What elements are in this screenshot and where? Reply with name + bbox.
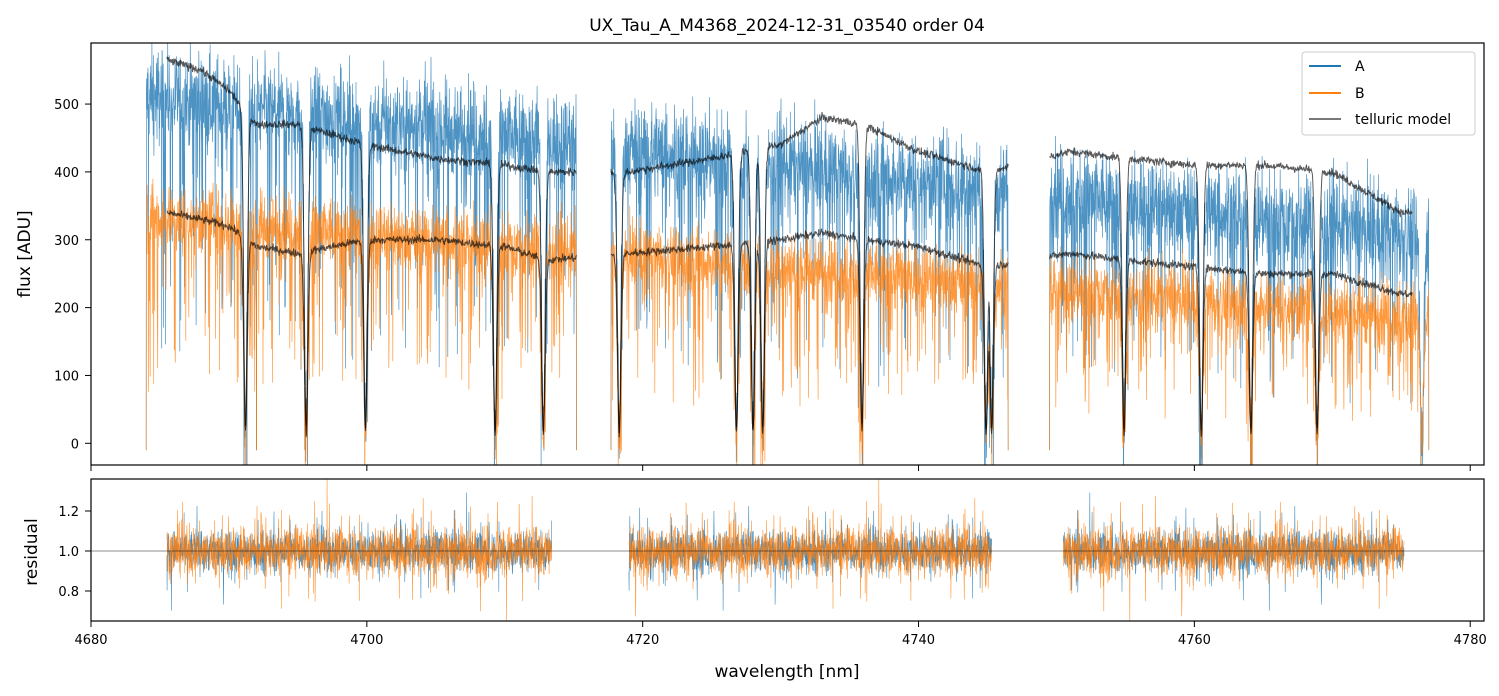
series-b-segment-1 bbox=[256, 186, 306, 451]
series-a bbox=[145, 43, 1430, 465]
legend-label-a: A bbox=[1355, 59, 1365, 75]
y-tick-label-flux: 0 bbox=[71, 437, 79, 452]
x-tick-label: 4760 bbox=[1178, 633, 1211, 648]
x-tick-label: 4740 bbox=[902, 633, 935, 648]
series-b-segment-4 bbox=[1049, 246, 1430, 465]
residual-panel: 0.8 1.0 1.2 4680 4700 4720 4740 4760 4780 residu… bbox=[22, 478, 1487, 682]
telluric-model-segment-1 bbox=[256, 119, 306, 349]
series-a-segment-3 bbox=[610, 96, 1009, 465]
y-tick-label-flux: 300 bbox=[54, 234, 79, 249]
residual-b-segment-2 bbox=[1063, 495, 1405, 621]
telluric-model-segment-1 bbox=[256, 243, 306, 386]
y-tick-label-flux: 400 bbox=[54, 166, 79, 181]
spectrum-panel: 0 100 200 300 400 500 flux [ADU] A B telluric… bbox=[15, 42, 1485, 471]
residual-series-b bbox=[166, 479, 1405, 621]
y-tick-label-residual: 1.0 bbox=[58, 545, 79, 560]
residual-axes-frame bbox=[90, 478, 1485, 622]
telluric-model-a bbox=[166, 56, 1413, 434]
telluric-model-segment-4 bbox=[1049, 147, 1413, 431]
y-axis-label-residual: residual bbox=[22, 518, 42, 585]
telluric-model-segment-0 bbox=[166, 209, 257, 431]
x-tick-label: 4780 bbox=[1454, 633, 1487, 648]
y-tick-label-flux: 100 bbox=[54, 369, 79, 384]
telluric-model-segment-2 bbox=[304, 126, 577, 432]
residual-b-segment-1 bbox=[628, 479, 992, 617]
legend-box bbox=[1301, 51, 1476, 136]
x-axis-label-wavelength: wavelength [nm] bbox=[714, 662, 859, 682]
series-b-segment-0 bbox=[145, 178, 257, 465]
y-tick-label-residual: 0.8 bbox=[58, 585, 79, 600]
legend: A B telluric model bbox=[1301, 51, 1476, 136]
y-axis-label-flux: flux [ADU] bbox=[15, 210, 35, 297]
y-tick-label-flux: 500 bbox=[54, 98, 79, 113]
residual-b-segment-0 bbox=[166, 479, 552, 621]
telluric-model-segment-2 bbox=[304, 234, 577, 438]
y-tick-label-residual: 1.2 bbox=[58, 505, 79, 520]
series-b-segment-3 bbox=[610, 205, 1009, 465]
series-b bbox=[145, 178, 1430, 465]
telluric-model-segment-4 bbox=[1049, 250, 1413, 437]
spectrum-axes-frame bbox=[90, 42, 1485, 466]
x-tick-label: 4700 bbox=[350, 633, 383, 648]
series-a-segment-4 bbox=[1049, 135, 1430, 465]
x-tick-label: 4680 bbox=[74, 633, 107, 648]
telluric-model-segment-3 bbox=[610, 228, 1009, 438]
series-a-segment-2 bbox=[304, 55, 577, 465]
y-tick-label-flux: 200 bbox=[54, 302, 79, 317]
series-a-segment-1 bbox=[256, 50, 306, 451]
legend-label-b: B bbox=[1355, 86, 1365, 102]
telluric-model-segment-0 bbox=[166, 56, 257, 426]
legend-label-telluric: telluric model bbox=[1355, 112, 1451, 128]
chart-title: UX_Tau_A_M4368_2024-12-31_03540 order 04 bbox=[589, 16, 985, 36]
telluric-model-segment-3 bbox=[610, 112, 1009, 434]
series-a-segment-0 bbox=[145, 43, 257, 465]
x-tick-label: 4720 bbox=[626, 633, 659, 648]
telluric-model-b bbox=[166, 209, 1413, 438]
